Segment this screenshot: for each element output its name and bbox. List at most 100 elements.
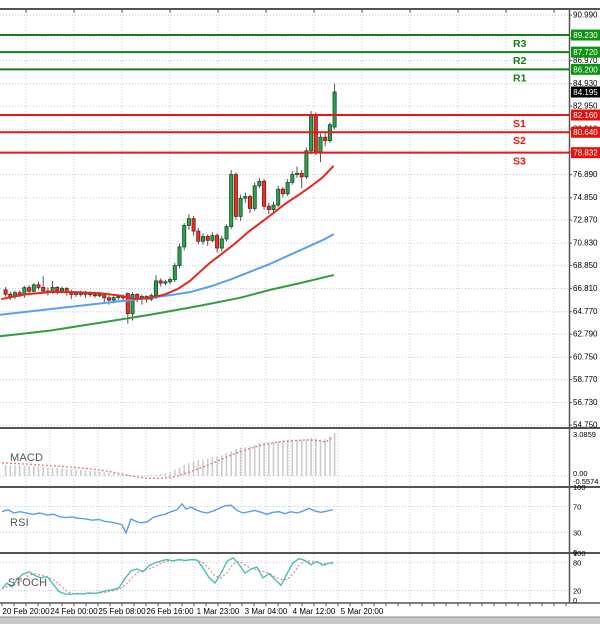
svg-text:0: 0: [573, 548, 577, 557]
bull-candle: [111, 297, 116, 301]
resistance-label-R2: R2: [513, 55, 527, 67]
bull-candle: [210, 235, 215, 241]
bear-candle: [262, 180, 267, 207]
mid-ma-line: [0, 233, 334, 316]
rsi-line: [1, 503, 334, 534]
macd-panel: 3.0859 0.00-0.5574: [0, 430, 598, 486]
bear-candle: [41, 287, 46, 292]
svg-text:86.200: 86.200: [573, 65, 598, 74]
current-price-badge: [571, 86, 600, 98]
panel-borders: [0, 8, 600, 606]
bear-candle: [313, 114, 318, 153]
svg-text:84.195: 84.195: [573, 88, 598, 97]
svg-text:25 Feb 08:00: 25 Feb 08:00: [98, 607, 146, 616]
bull-candle: [290, 174, 295, 183]
bear-candle: [92, 294, 97, 297]
resistance-price-badge-R1: [571, 63, 600, 75]
svg-text:60.750: 60.750: [573, 353, 598, 362]
resistance-label-R3: R3: [513, 38, 527, 50]
support-label-S3: S3: [513, 156, 526, 168]
bull-candle: [285, 182, 290, 195]
bull-candle: [116, 296, 121, 298]
bull-candle: [31, 284, 36, 292]
bull-candle: [200, 236, 205, 242]
svg-text:74.850: 74.850: [573, 193, 598, 202]
svg-text:56.730: 56.730: [573, 398, 598, 407]
svg-text:82.160: 82.160: [573, 111, 598, 120]
svg-text:24 Feb 00:00: 24 Feb 00:00: [50, 607, 98, 616]
svg-text:86.970: 86.970: [573, 56, 598, 65]
bull-candle: [186, 218, 191, 226]
resistance-price-badge-R3: [571, 29, 600, 41]
svg-text:70.830: 70.830: [573, 239, 598, 248]
bull-candle: [224, 226, 229, 240]
svg-text:68.850: 68.850: [573, 261, 598, 270]
bear-candle: [299, 172, 304, 178]
bear-candle: [233, 174, 238, 217]
bear-candle: [158, 280, 163, 284]
bull-candle: [332, 91, 337, 128]
bull-candle: [257, 180, 262, 187]
bull-candle: [182, 225, 187, 248]
support-resistance-levels: R3 R2 R1 S1 S2 S3: [0, 34, 569, 168]
svg-text:3 Mar 04:00: 3 Mar 04:00: [245, 607, 288, 616]
bull-candle: [172, 265, 177, 280]
svg-text:62.790: 62.790: [573, 330, 598, 339]
stoch-d-line: [1, 559, 334, 595]
stoch-k-line: [1, 557, 334, 596]
bull-candle: [304, 150, 309, 178]
rsi-panel: 100 70 30 0: [0, 483, 586, 557]
bear-candle: [196, 230, 201, 242]
bull-candle: [229, 174, 234, 227]
resistance-label-R1: R1: [513, 72, 527, 84]
bull-candle: [309, 115, 314, 152]
svg-text:4 Mar 12:00: 4 Mar 12:00: [293, 607, 336, 616]
fast-ma-line: [1, 165, 334, 300]
bear-candle: [36, 284, 41, 288]
svg-text:0: 0: [573, 596, 577, 605]
svg-text:26 Feb 16:00: 26 Feb 16:00: [146, 607, 194, 616]
bull-candle: [318, 136, 323, 153]
svg-text:82.950: 82.950: [573, 102, 598, 111]
bull-candle: [294, 172, 299, 175]
bear-candle: [280, 188, 285, 195]
bull-candle: [163, 281, 168, 284]
svg-text:80: 80: [573, 558, 581, 567]
bear-candle: [215, 235, 220, 249]
macd-panel-label: MACD: [10, 452, 44, 464]
svg-text:100: 100: [573, 483, 586, 492]
support-label-S2: S2: [513, 135, 526, 147]
svg-text:30: 30: [573, 529, 581, 538]
bear-candle: [266, 205, 271, 210]
svg-text:3.0859: 3.0859: [573, 430, 596, 439]
scrollbar-track[interactable]: [0, 617, 600, 624]
support-price-badge-S1: [571, 109, 600, 121]
bull-candle: [177, 246, 182, 266]
bear-candle: [125, 293, 130, 315]
bull-candle: [271, 204, 276, 210]
svg-text:5 Mar 20:00: 5 Mar 20:00: [341, 607, 384, 616]
slow-ma-line: [0, 274, 334, 338]
stoch-panel-label: STOCH: [8, 577, 48, 589]
bull-candle: [168, 279, 173, 283]
svg-text:-0.5574: -0.5574: [573, 477, 598, 486]
bear-candle: [3, 289, 8, 295]
svg-text:78.832: 78.832: [573, 149, 598, 158]
svg-text:66.810: 66.810: [573, 284, 598, 293]
support-price-badge-S3: [571, 147, 600, 159]
bull-candle: [219, 238, 224, 249]
svg-text:58.770: 58.770: [573, 375, 598, 384]
svg-text:80.640: 80.640: [573, 128, 598, 137]
support-price-badge-S2: [571, 126, 600, 138]
svg-text:64.770: 64.770: [573, 307, 598, 316]
svg-text:0.00: 0.00: [573, 469, 588, 478]
time-axis: 20 Feb 20:00 24 Feb 00:00 25 Feb 08:00 26 F…: [2, 607, 383, 616]
rsi-panel-label: RSI: [10, 517, 29, 529]
svg-text:70: 70: [573, 503, 581, 512]
svg-text:89.230: 89.230: [573, 31, 598, 40]
svg-text:54.750: 54.750: [573, 421, 598, 430]
svg-text:100: 100: [573, 549, 586, 558]
